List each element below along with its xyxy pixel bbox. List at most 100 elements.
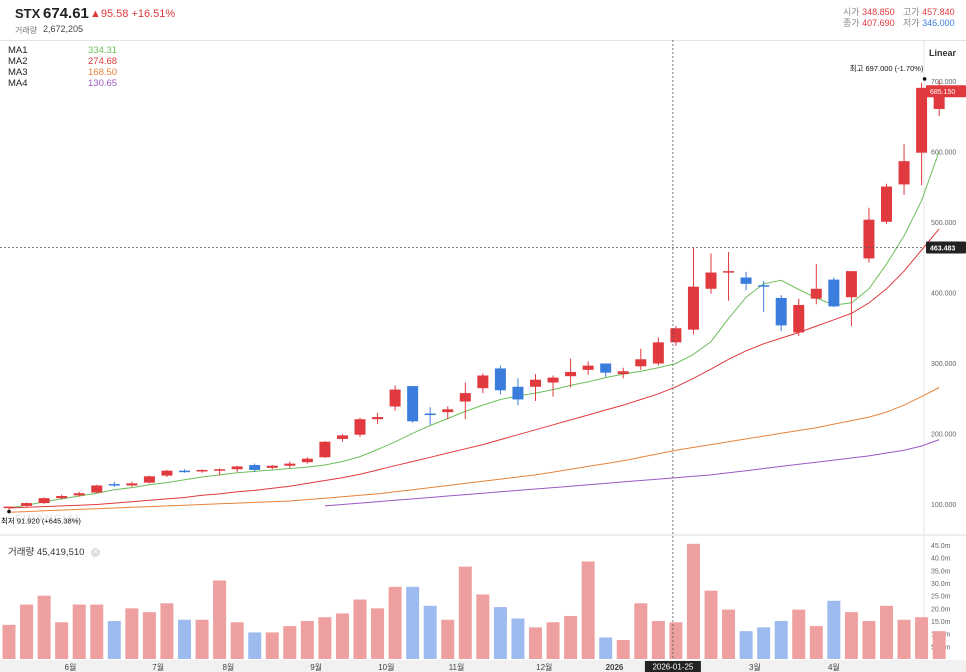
candle-body — [407, 386, 419, 422]
price-tick-label: 100.000 — [931, 502, 956, 509]
volume-tick-label: 20.0m — [931, 606, 951, 613]
candle-body — [881, 186, 892, 222]
volume-pane-title: 거래량 45,419,510 ✕ — [8, 547, 101, 558]
ma-legend-row[interactable]: MA3 168.50 — [8, 67, 118, 78]
low-label: 저가 — [903, 18, 920, 28]
candle-body — [565, 371, 577, 377]
candle-body — [600, 363, 612, 373]
price-tick-label: 200.000 — [931, 431, 956, 438]
volume-bar — [599, 637, 613, 659]
volume-bar — [20, 604, 34, 659]
candle-body — [775, 297, 787, 326]
candle-body — [810, 288, 822, 299]
ma4-value: 130.65 — [88, 78, 118, 89]
scale-toggle-button[interactable]: Linear — [928, 48, 956, 58]
candle-body — [372, 417, 384, 420]
volume-bar — [283, 626, 297, 659]
high-value: 457.840 — [922, 7, 955, 17]
ohlc-left: 시가 348.850 종가 407.690 — [843, 7, 895, 29]
candle-body — [635, 359, 647, 367]
candle-body — [108, 484, 120, 486]
time-tick-label: 9월 — [310, 662, 322, 672]
candle-body — [424, 413, 436, 416]
time-tick-label: 7월 — [152, 662, 164, 672]
candle-body — [670, 328, 682, 343]
quote-header: STX 674.61 ▲95.58 +16.51% 거래량 2,672,205 … — [0, 0, 966, 41]
low-annotation: 최저 91.920 (+645.38%) — [1, 515, 81, 525]
volume-bar — [686, 543, 700, 659]
ma-legend-row[interactable]: MA4 130.65 — [8, 78, 118, 89]
ma-legend-row[interactable]: MA2 274.68 — [8, 56, 118, 67]
crosshair-price-tag — [926, 241, 966, 254]
close-icon[interactable]: ✕ — [91, 547, 101, 557]
volume-bar — [353, 599, 367, 659]
volume-bar — [265, 632, 279, 659]
volume-bar — [616, 640, 630, 659]
volume-tick-label: 45.0m — [931, 543, 951, 550]
candle-body — [214, 469, 226, 471]
candle-body — [319, 441, 331, 458]
price-tick-label: 400.000 — [931, 290, 956, 297]
volume-bar — [932, 631, 946, 659]
price-tick-label: 600.000 — [931, 149, 956, 156]
price-tick-label: 500.000 — [931, 220, 956, 227]
time-tick-label: 8월 — [222, 662, 234, 672]
candle-body — [916, 87, 928, 153]
volume-bar — [669, 622, 683, 659]
high-annotation: 최고 697.000 (-1.70%) — [850, 63, 924, 73]
time-tick-label: 3월 — [749, 662, 761, 672]
volume-total: 45,419,510 — [36, 547, 85, 558]
candle-body — [3, 506, 15, 509]
ma-legend-row[interactable]: MA1 334.31 — [8, 45, 118, 56]
volume-bar — [757, 627, 771, 659]
volume-tick-label: 15.0m — [931, 619, 951, 626]
candle-body — [73, 493, 85, 496]
volume-bar — [634, 603, 648, 659]
volume-bar — [511, 618, 525, 659]
high-marker — [922, 77, 927, 81]
volume-bar — [178, 619, 191, 659]
candle-body — [530, 379, 541, 387]
low-marker — [7, 509, 11, 514]
volume-bar — [388, 586, 402, 659]
candle-body — [740, 277, 752, 284]
volume-bar — [318, 617, 332, 659]
ma4-line — [324, 439, 940, 507]
candle-body — [354, 419, 366, 435]
volume-label: 거래량 — [15, 26, 38, 35]
candle-body — [231, 466, 243, 470]
candle-body — [56, 496, 68, 499]
crosshair-price-label: 463.483 — [930, 246, 955, 253]
candle-body — [933, 91, 945, 109]
candle-body — [38, 498, 50, 504]
candle-body — [547, 377, 559, 383]
candle-body — [828, 279, 840, 307]
volume-tick-label: 40.0m — [931, 556, 951, 563]
candle-body — [898, 161, 910, 185]
volume-bar — [476, 594, 490, 659]
volume-bar — [441, 619, 455, 659]
watermark: FINANCIAL — [15, 513, 84, 525]
volume-bar — [37, 595, 51, 659]
ma3-line — [8, 387, 940, 513]
ma2-line — [8, 228, 940, 509]
volume-bar — [581, 561, 595, 659]
current-price-tag — [926, 85, 966, 98]
volume-bar — [722, 609, 736, 659]
candle-body — [196, 469, 208, 472]
candle-body — [161, 470, 173, 476]
volume-bar — [651, 621, 665, 659]
volume-bar — [458, 566, 472, 659]
volume-bar — [230, 622, 244, 659]
crosshair-date-label: 2026-01-25 — [652, 663, 693, 672]
candle-body — [442, 409, 454, 413]
candle-body — [389, 389, 401, 407]
candle-body — [266, 465, 278, 468]
candle-body — [126, 483, 138, 486]
volume-bar — [704, 590, 718, 659]
candle-body — [512, 386, 524, 400]
volume-bar — [546, 622, 560, 659]
volume-bar — [335, 613, 349, 659]
time-axis-bar — [0, 660, 966, 672]
price-chart[interactable]: 100.000 200.000 300.000 400.000 500.000 600.0… — [0, 40, 966, 672]
